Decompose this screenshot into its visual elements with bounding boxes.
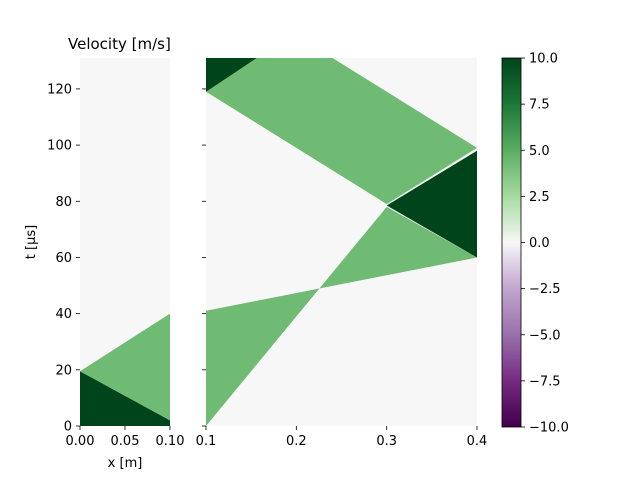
colorbar: 10.0 7.5 5.0 2.5 0.0 −2.5 −5.0 −7.5 −10.0 — [501, 52, 569, 436]
colorbar-tick-label: 0.0 — [529, 236, 550, 251]
right-x-tick-label: 0.2 — [286, 434, 307, 449]
left-x-tick-label: 0.05 — [111, 434, 140, 449]
right-x-tick-label: 0.1 — [196, 434, 217, 449]
chart-title: Velocity [m/s] — [68, 35, 171, 53]
colorbar-tick-label: 5.0 — [529, 144, 550, 159]
colorbar-tick-label: 2.5 — [529, 190, 550, 205]
colorbar-gradient — [501, 57, 522, 428]
right-panel-regions — [206, 58, 477, 426]
right-region-2 — [206, 58, 477, 205]
right-x-tick-label: 0.3 — [376, 434, 397, 449]
y-tick-label: 0 — [64, 420, 72, 435]
colorbar-tick-label: −5.0 — [529, 328, 561, 343]
y-axis-label: t [µs] — [24, 225, 39, 259]
colorbar-tick-label: −10.0 — [529, 421, 569, 436]
left-region-0 — [80, 371, 170, 426]
right-x-tick-label: 0.4 — [467, 434, 488, 449]
left-x-tick-label: 0.10 — [156, 434, 185, 449]
y-tick-label: 80 — [55, 195, 72, 210]
colorbar-ticks: 10.0 7.5 5.0 2.5 0.0 −2.5 −5.0 −7.5 −10.0 — [521, 52, 569, 436]
left-panel-regions — [80, 313, 170, 426]
left-x-axis: 0.00 0.05 0.10 — [66, 426, 185, 449]
right-region-1 — [386, 150, 477, 258]
colorbar-tick-label: 7.5 — [529, 98, 550, 113]
right-region-0 — [206, 206, 477, 426]
y-tick-label: 100 — [47, 139, 72, 154]
right-panel: 0.1 0.2 0.3 0.4 — [196, 58, 488, 449]
y-tick-label: 40 — [55, 307, 72, 322]
left-region-1 — [80, 313, 170, 421]
right-region-3 — [206, 58, 257, 92]
x-axis-label: x [m] — [108, 456, 143, 471]
right-x-axis: 0.1 0.2 0.3 0.4 — [196, 426, 488, 449]
colorbar-tick-label: 10.0 — [529, 52, 558, 67]
y-tick-label: 20 — [55, 363, 72, 378]
left-panel: 0 20 40 60 80 100 120 0.00 0.05 0.10 — [47, 58, 184, 449]
y-tick-label: 60 — [55, 251, 72, 266]
colorbar-tick-label: −7.5 — [529, 374, 561, 389]
y-axis: 0 20 40 60 80 100 120 — [47, 82, 80, 435]
y-tick-label: 120 — [47, 82, 72, 97]
colorbar-tick-label: −2.5 — [529, 282, 561, 297]
right-y-ticks — [202, 88, 206, 427]
left-x-tick-label: 0.00 — [66, 434, 95, 449]
